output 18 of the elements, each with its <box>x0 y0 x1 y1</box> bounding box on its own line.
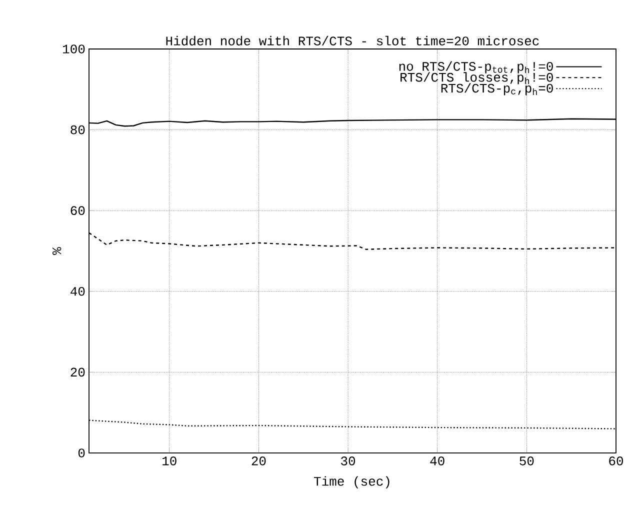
x-tick-label: 40 <box>430 456 444 466</box>
y-tick-label: 0 <box>78 448 85 458</box>
x-tick-label: 60 <box>609 456 623 466</box>
x-tick-label: 30 <box>341 456 356 466</box>
y-tick-label: 60 <box>70 206 85 215</box>
x-axis-title: Time (sec) <box>314 476 390 488</box>
legend-label: no RTS/CTS-p$_{tot}$,p$_{h}$!=0 <box>399 61 553 74</box>
y-tick-label: 40 <box>70 286 85 296</box>
x-tick-label: 20 <box>252 456 266 466</box>
y-axis-title: % <box>52 247 62 255</box>
y-tick-label: 80 <box>70 125 85 134</box>
y-tick-label: 20 <box>70 368 85 377</box>
legend-label: RTS/CTS losses,p$_{h}$!=0 <box>400 72 553 84</box>
x-tick-label: 10 <box>162 456 176 466</box>
legend-label: RTS/CTS-p$_{c}$,p$_{h}$=0 <box>441 83 553 96</box>
chart-title: Hidden node with RTS/CTS - slot time=20 microsec <box>166 36 539 46</box>
y-tick-label: 100 <box>63 44 85 54</box>
x-tick-label: 50 <box>520 456 534 466</box>
